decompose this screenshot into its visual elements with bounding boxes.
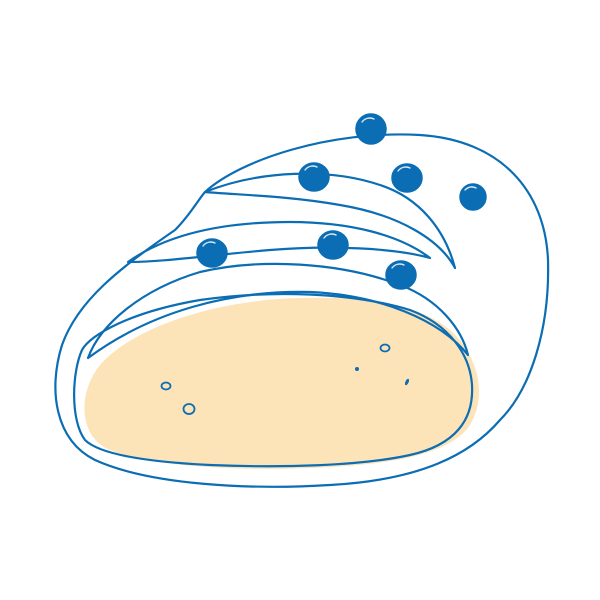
air-hole [182,403,196,415]
bread-crumb-fill [84,297,480,469]
air-hole [160,381,172,391]
seed [298,162,330,192]
bread-outer-outline [54,133,550,488]
air-hole [355,367,359,371]
seeds-group [196,113,487,290]
seed [459,183,487,211]
seed [385,260,417,290]
seed-highlights [202,117,477,269]
seed [355,113,387,145]
crumb-holes [160,343,410,415]
seed [317,230,349,260]
air-hole [404,378,410,386]
bread-crumb-outline [73,292,474,468]
bread-top-crust-middle [126,220,432,264]
seed [391,163,423,193]
air-hole [379,343,391,353]
seed [196,238,228,268]
